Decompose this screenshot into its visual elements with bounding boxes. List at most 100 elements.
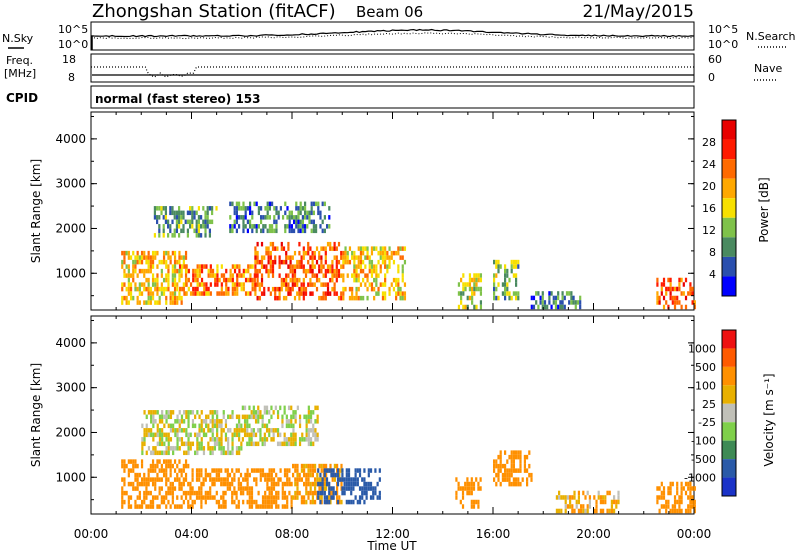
range-cell	[290, 495, 293, 500]
range-cell	[689, 286, 692, 292]
range-cell	[264, 490, 267, 496]
range-cell	[244, 477, 247, 482]
range-cell	[311, 472, 314, 478]
range-cell	[457, 304, 461, 310]
range-cell	[169, 206, 172, 211]
range-cell	[342, 291, 345, 296]
range-cell	[521, 477, 524, 482]
range-cell	[225, 286, 228, 292]
range-cell	[140, 291, 144, 296]
range-cell	[121, 282, 124, 287]
velocity-y-axis-label: Slant Range [km]	[29, 363, 43, 467]
range-cell	[314, 468, 317, 473]
range-cell	[512, 468, 515, 473]
range-cell	[164, 215, 168, 220]
range-cell	[256, 277, 259, 283]
range-cell	[136, 286, 139, 292]
range-cell	[287, 282, 290, 287]
range-cell	[671, 286, 674, 292]
range-cell	[298, 414, 302, 420]
range-cell	[244, 210, 247, 216]
range-cell	[281, 423, 284, 429]
range-cell	[248, 490, 251, 496]
range-cell	[671, 508, 674, 514]
range-cell	[167, 499, 170, 505]
range-cell	[257, 468, 260, 473]
range-cell	[495, 472, 498, 478]
range-cell	[173, 291, 177, 296]
range-cell	[147, 300, 150, 305]
range-cell	[345, 477, 348, 482]
range-cell	[359, 250, 363, 256]
range-cell	[504, 286, 507, 292]
range-cell	[213, 477, 216, 482]
range-cell	[136, 273, 139, 278]
range-cell	[149, 300, 152, 305]
range-cell	[526, 468, 529, 473]
range-cell	[353, 277, 356, 283]
range-cell	[211, 495, 214, 500]
range-cell	[665, 508, 668, 514]
range-cell	[689, 508, 692, 514]
range-cell	[222, 499, 225, 505]
range-cell	[350, 481, 353, 487]
range-cell	[307, 414, 310, 420]
range-cell	[167, 224, 170, 229]
range-cell	[515, 259, 518, 265]
range-cell	[255, 228, 258, 234]
range-cell	[183, 291, 186, 296]
range-cell	[235, 210, 238, 216]
range-cell	[272, 410, 275, 415]
range-cell	[373, 268, 376, 274]
range-cell	[167, 446, 170, 451]
range-cell	[468, 295, 472, 301]
range-cell	[292, 441, 295, 447]
range-cell	[207, 428, 210, 433]
range-cell	[281, 490, 284, 496]
range-cell	[151, 459, 155, 464]
range-cell	[173, 268, 177, 274]
range-cell	[152, 446, 155, 451]
range-cell	[209, 264, 212, 269]
range-cell	[233, 428, 236, 433]
colorbar-segment	[722, 139, 736, 160]
range-cell	[172, 450, 175, 456]
range-cell	[459, 486, 462, 491]
range-cell	[472, 504, 476, 509]
range-cell	[267, 250, 270, 256]
range-cell	[287, 246, 290, 251]
range-cell	[244, 206, 247, 211]
range-cell	[298, 437, 302, 442]
range-cell	[676, 499, 679, 505]
range-cell	[233, 264, 237, 269]
range-cell	[311, 481, 314, 487]
range-cell	[194, 432, 197, 438]
range-cell	[176, 495, 179, 500]
range-cell	[300, 499, 303, 505]
range-cell	[363, 499, 366, 505]
range-cell	[231, 481, 234, 487]
range-cell	[129, 495, 133, 500]
range-cell	[254, 255, 257, 260]
range-cell	[401, 264, 404, 269]
range-cell	[205, 291, 208, 296]
range-cell	[125, 286, 128, 292]
range-cell	[323, 201, 326, 207]
range-cell	[154, 410, 157, 415]
range-cell	[288, 210, 291, 216]
range-cell	[662, 282, 666, 287]
range-cell	[658, 295, 661, 301]
range-cell	[462, 291, 465, 296]
range-cell	[248, 495, 251, 500]
range-cell	[323, 495, 326, 500]
range-cell	[517, 295, 520, 301]
range-cell	[240, 215, 243, 220]
range-cell	[160, 259, 163, 265]
range-cell	[255, 481, 258, 487]
range-cell	[248, 210, 252, 216]
range-cell	[256, 259, 259, 265]
range-cell	[162, 233, 165, 238]
colorbar-segment	[722, 459, 736, 478]
range-cell	[149, 468, 152, 473]
range-cell	[220, 428, 223, 433]
